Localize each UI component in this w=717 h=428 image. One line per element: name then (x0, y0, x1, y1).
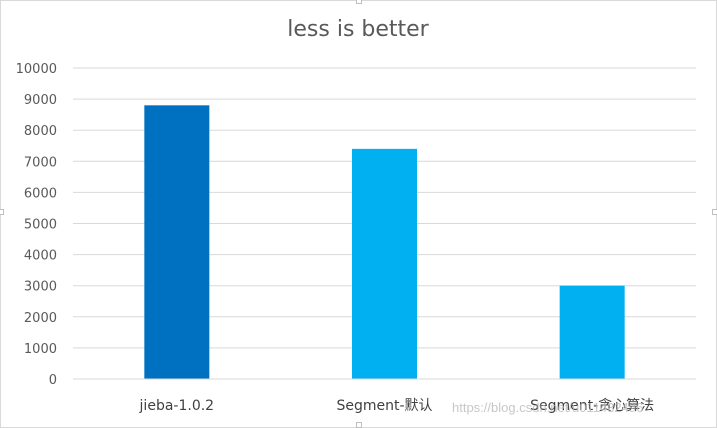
y-tick-label: 7000 (24, 155, 57, 170)
bar-2[interactable] (352, 148, 417, 379)
x-axis-tick-labels: jieba-1.0.2 Segment-默认 Segment-贪心算法 (139, 398, 655, 414)
y-tick-label: 6000 (24, 186, 57, 201)
y-tick-label: 3000 (24, 280, 57, 295)
y-tick-label: 9000 (24, 93, 57, 108)
y-tick-label: 1000 (24, 342, 57, 357)
bar-3[interactable] (559, 285, 625, 379)
resize-handle-right[interactable] (712, 209, 717, 215)
resize-handle-left[interactable] (0, 209, 4, 215)
y-tick-label: 10000 (16, 62, 57, 77)
y-tick-label: 8000 (24, 124, 57, 139)
y-tick-label: 0 (49, 373, 57, 388)
x-tick-label: Segment-默认 (336, 398, 432, 414)
chart-title: less is better (287, 17, 429, 42)
bars (144, 105, 625, 379)
x-tick-label: jieba-1.0.2 (139, 398, 215, 414)
y-tick-label: 5000 (24, 218, 57, 233)
bar-1[interactable] (144, 105, 210, 379)
x-tick-label: Segment-贪心算法 (530, 398, 654, 414)
y-axis-tick-labels: 0 1000 2000 3000 4000 5000 6000 7000 8000 9000 100… (16, 62, 57, 388)
y-tick-label: 2000 (24, 311, 57, 326)
watermark: https://blog.csdn.net/u011432496 (452, 400, 644, 415)
y-tick-label: 4000 (24, 249, 57, 264)
resize-handle-top[interactable] (356, 0, 362, 4)
